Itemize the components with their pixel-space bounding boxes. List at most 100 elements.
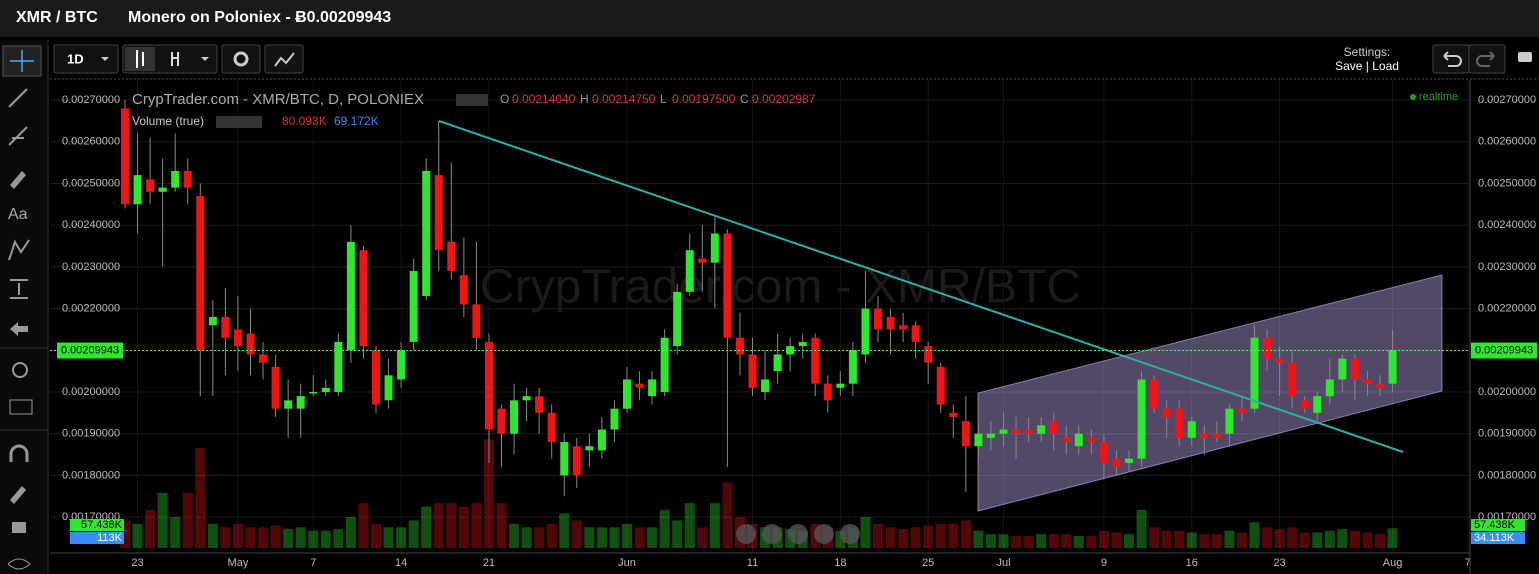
- x-tick-label: 21: [483, 557, 495, 569]
- candle-body: [510, 400, 519, 434]
- volume-bar: [1199, 534, 1210, 548]
- candle-body: [1338, 358, 1347, 380]
- volume-bar: [1111, 532, 1122, 548]
- candle-body: [1112, 458, 1121, 468]
- x-tick-label: 16: [1186, 557, 1198, 569]
- candle-body: [284, 400, 293, 409]
- ohlc-value: 0.00202987: [752, 92, 816, 106]
- volume-bar: [835, 530, 846, 548]
- volume-bar: [132, 523, 143, 548]
- zoom-out[interactable]: [762, 524, 782, 544]
- measure-tool[interactable]: [10, 279, 28, 299]
- y-tick-label: 0.00190000: [1478, 428, 1536, 440]
- magnet-tool[interactable]: [9, 444, 29, 462]
- volume-bar: [1299, 532, 1310, 548]
- interval: 1D: [67, 51, 84, 66]
- candle-body: [986, 433, 995, 438]
- lock-tool[interactable]: [12, 522, 26, 533]
- volume-tag-left-label: 113K: [97, 532, 123, 544]
- back-tool[interactable]: [10, 322, 28, 336]
- volume-bar: [559, 513, 570, 548]
- save-load[interactable]: Save | Load: [1335, 59, 1399, 73]
- candle-body: [409, 271, 418, 342]
- trend-line[interactable]: [438, 120, 1404, 453]
- volume-bar: [1262, 527, 1273, 548]
- dropdown-arrow: [101, 57, 109, 61]
- pattern-tool[interactable]: [8, 239, 30, 261]
- snapshot-icon[interactable]: [1518, 52, 1532, 62]
- candle-body: [723, 233, 732, 338]
- volume-bar: [471, 503, 482, 548]
- fib-tool[interactable]: [8, 126, 28, 146]
- candle-body: [1175, 408, 1184, 438]
- candle-body: [685, 250, 694, 292]
- brush-tool[interactable]: [10, 171, 26, 189]
- pen-tool[interactable]: [10, 486, 26, 504]
- gear-icon: [233, 51, 249, 67]
- candles-icon: [136, 50, 144, 68]
- channel-drawing[interactable]: [977, 274, 1443, 512]
- y-tick-label: 0.00260000: [1478, 136, 1536, 148]
- candle-body: [447, 241, 456, 272]
- volume-bar: [421, 506, 432, 548]
- volume-bar: [446, 503, 457, 548]
- volume-bar: [283, 529, 294, 548]
- y-tick-label-left: 0.00260000: [62, 136, 120, 148]
- zoom-tool[interactable]: [12, 362, 28, 378]
- legend-buttons[interactable]: [216, 116, 262, 128]
- volume-bar: [1387, 528, 1398, 548]
- candle-body: [949, 412, 958, 418]
- settings-button[interactable]: [221, 44, 261, 74]
- volume-bar: [1211, 534, 1222, 548]
- candle-body: [372, 350, 380, 405]
- y-tick-label-left: 0.00250000: [62, 177, 120, 189]
- candle-body: [271, 366, 280, 409]
- volume-bar: [1098, 530, 1109, 548]
- redo-icon: [1476, 51, 1495, 67]
- reset[interactable]: [788, 524, 808, 544]
- volume-bar: [634, 527, 645, 548]
- hide-tool[interactable]: [7, 558, 31, 570]
- volume-tag-label: 34.113K: [1474, 532, 1515, 544]
- ohlc-value: 0.00197500: [672, 92, 736, 106]
- indicators-button[interactable]: [264, 44, 304, 74]
- line-tool[interactable]: [8, 88, 28, 108]
- zoom-in[interactable]: [814, 524, 834, 544]
- candle-body: [1288, 362, 1297, 397]
- redo-button[interactable]: [1468, 44, 1506, 74]
- candle-body: [472, 304, 481, 338]
- volume-bar: [1011, 535, 1022, 548]
- price-tag-left: [57, 342, 123, 359]
- zoom-range-tool[interactable]: [9, 399, 33, 415]
- scroll-right[interactable]: [840, 524, 860, 544]
- candle-body: [233, 329, 242, 347]
- text-tool[interactable]: Aa: [8, 206, 28, 223]
- x-tick-label: 7: [1465, 557, 1471, 569]
- candle-body: [121, 108, 129, 205]
- y-tick-label-left: 0.00240000: [62, 219, 120, 231]
- candle-layer: [121, 100, 1397, 497]
- overlay: 0.001700000.001700000.001800000.00180000…: [50, 94, 1537, 569]
- scroll-left[interactable]: [736, 524, 756, 544]
- volume-bar: [960, 520, 971, 548]
- volume-bar: [258, 527, 269, 548]
- candle-body: [246, 333, 255, 355]
- interval-button[interactable]: [53, 44, 119, 74]
- header-bar: [0, 0, 1539, 37]
- x-tick-label: 9: [1101, 557, 1107, 569]
- undo-button[interactable]: [1432, 44, 1470, 74]
- volume-bar: [358, 503, 369, 548]
- current-price: 0.00209943: [1475, 344, 1533, 356]
- volume-bar: [948, 523, 959, 548]
- volume-bar: [1324, 530, 1335, 548]
- ohlc-label: O: [500, 92, 509, 106]
- volume-tag-left: [70, 519, 124, 531]
- candle-body: [497, 408, 506, 434]
- volume-bar: [295, 527, 306, 548]
- candle-body: [1049, 421, 1058, 434]
- candle-body: [735, 337, 744, 355]
- description: Monero on Poloniex - Ƀ0.00209943: [128, 9, 391, 26]
- candle-body: [585, 446, 594, 451]
